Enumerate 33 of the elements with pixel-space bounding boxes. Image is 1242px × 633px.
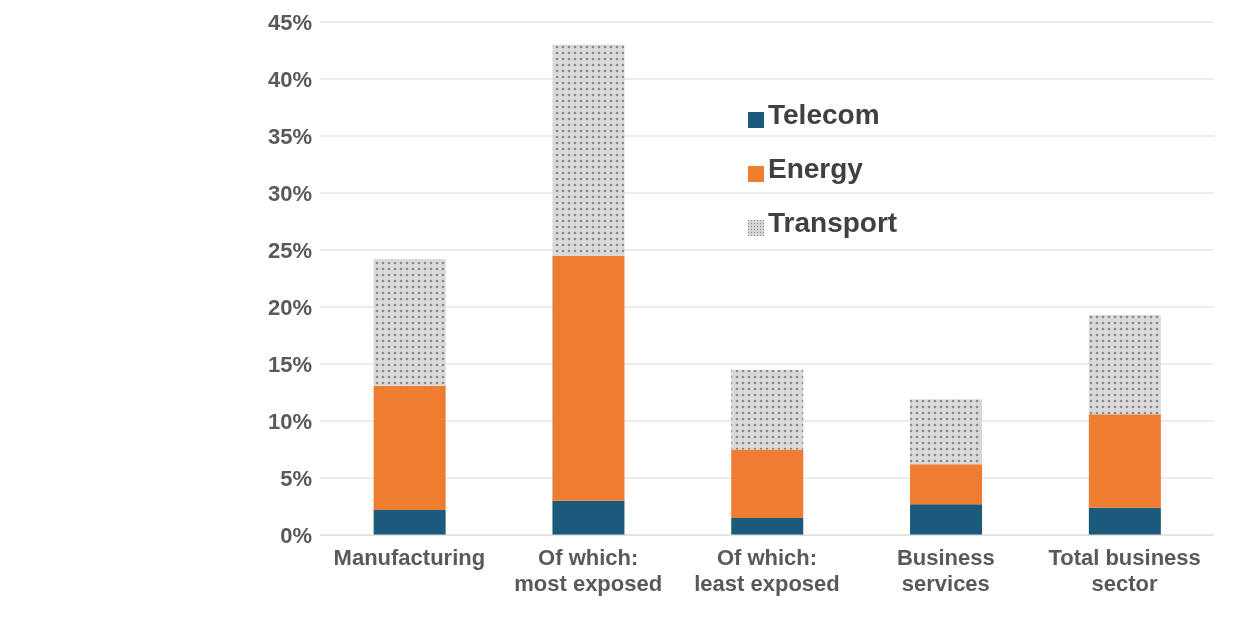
y-tick-label: 40% bbox=[267, 66, 312, 92]
y-tick-label: 10% bbox=[267, 408, 312, 434]
x-tick-label: Total business sector bbox=[1048, 545, 1201, 596]
y-tick-label: 0% bbox=[280, 522, 312, 548]
legend-label: Energy bbox=[768, 153, 863, 184]
x-tick-label: Business services bbox=[896, 545, 995, 596]
bar bbox=[1088, 414, 1161, 508]
bar bbox=[552, 500, 625, 535]
legend-label: Transport bbox=[768, 207, 898, 238]
y-tick-label: 25% bbox=[267, 237, 312, 263]
bar bbox=[910, 464, 983, 505]
bar bbox=[373, 509, 446, 535]
bar bbox=[552, 255, 625, 501]
x-tick-label: Of which: most exposed bbox=[514, 545, 663, 596]
bar bbox=[373, 385, 446, 510]
legend-label: Telecom bbox=[768, 99, 880, 130]
y-tick-label: 20% bbox=[267, 294, 312, 320]
bar bbox=[731, 517, 804, 535]
bar bbox=[373, 259, 446, 386]
bar bbox=[731, 449, 804, 518]
x-tick-label: Of which: least exposed bbox=[694, 545, 840, 596]
bar bbox=[910, 504, 983, 535]
bar bbox=[552, 44, 625, 256]
y-tick-label: 15% bbox=[267, 351, 312, 377]
x-tick-label: Manufacturing bbox=[333, 545, 486, 570]
bar bbox=[1088, 314, 1161, 415]
y-tick-label: 45% bbox=[267, 9, 312, 35]
y-tick-label: 5% bbox=[280, 465, 312, 491]
y-tick-label: 30% bbox=[267, 180, 312, 206]
bar bbox=[731, 369, 804, 450]
y-tick-label: 35% bbox=[267, 123, 312, 149]
bar bbox=[1088, 507, 1161, 535]
bar bbox=[910, 399, 983, 465]
